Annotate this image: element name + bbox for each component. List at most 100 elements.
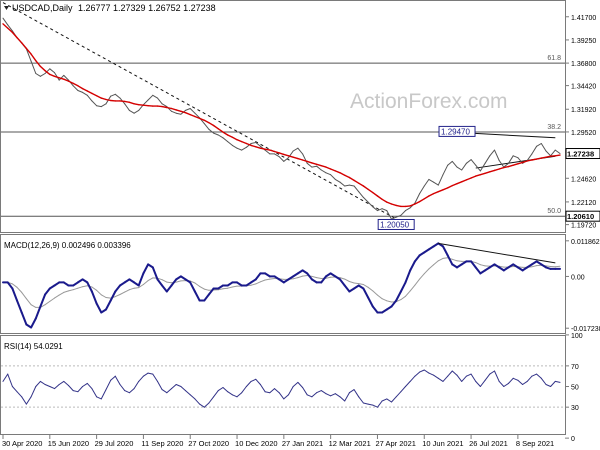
- rsi-line-segment: [142, 372, 149, 377]
- x-axis: 30 Apr 2020 15 Jun 2020 29 Jul 2020 11 Sep …: [2, 435, 554, 448]
- macd-signal-line-segment: [82, 285, 88, 288]
- rsi-line-segment: [344, 392, 350, 402]
- chart-header: USDCAD,Daily 1.26777 1.27329 1.26752 1.2…: [4, 3, 216, 13]
- sma-line-segment: [184, 111, 191, 116]
- macd-signal-line-segment: [386, 300, 392, 303]
- price-line-segment: [250, 142, 257, 144]
- price-line-segment: [278, 156, 285, 162]
- price-line-segment: [124, 103, 130, 111]
- macd-signal-line-segment: [367, 286, 374, 292]
- sma-line-segment: [386, 201, 393, 205]
- macd-line-segment: [95, 302, 103, 314]
- price-line-segment: [274, 153, 280, 158]
- sma-line-segment: [432, 190, 439, 195]
- sma-line-segment: [325, 166, 332, 170]
- rsi-line-segment: [489, 370, 495, 375]
- rsi-line-segment: [255, 378, 261, 385]
- price-line-segment: [49, 68, 55, 74]
- collapse-triangle-icon[interactable]: [4, 6, 9, 10]
- sma-line-segment: [123, 100, 131, 104]
- price-annotation-text: 1.29470: [441, 127, 470, 136]
- rsi-line-segment: [522, 380, 528, 385]
- rsi-line-segment: [320, 390, 327, 395]
- rsi-line-segment: [484, 373, 491, 381]
- sma-line-segment: [526, 159, 533, 162]
- rsi-line-segment: [517, 379, 524, 385]
- sma-line-segment: [461, 179, 468, 183]
- price-line-segment: [82, 91, 88, 96]
- macd-signal-line-segment: [222, 287, 229, 290]
- sma-line-segment: [11, 31, 18, 39]
- price-line-segment: [489, 149, 495, 157]
- price-line-segment: [283, 157, 289, 162]
- price-line-segment: [292, 147, 299, 152]
- sma-line-segment: [358, 182, 365, 187]
- level-price-box: [565, 210, 600, 222]
- rsi-line-segment: [479, 379, 486, 387]
- sma-line-segment: [212, 124, 220, 130]
- sma-line-segment: [35, 60, 42, 68]
- price-y-tick-label: 1.29520: [571, 130, 596, 137]
- rsi-line-segment: [166, 388, 172, 394]
- macd-signal-line-segment: [362, 284, 369, 288]
- macd-signal-line-segment: [189, 280, 196, 284]
- sma-line-segment: [390, 203, 397, 207]
- sma-line-segment: [133, 103, 140, 106]
- rsi-line-segment: [217, 387, 224, 392]
- rsi-line-segment: [114, 375, 121, 385]
- macd-y-tick-label: -0.017238: [571, 326, 600, 333]
- macd-line-segment: [390, 299, 398, 308]
- rsi-line-segment: [386, 398, 392, 403]
- price-line-segment: [236, 147, 243, 151]
- price-line-segment: [512, 155, 519, 159]
- sma-line-segment: [442, 187, 449, 191]
- sma-line-segment: [198, 117, 206, 122]
- price-trendline: [2, 2, 402, 222]
- rsi-line-segment: [110, 375, 116, 381]
- macd-signal-line-segment: [231, 285, 238, 288]
- x-tick-label: 27 Apr 2021: [375, 439, 415, 448]
- rsi-line-segment: [306, 394, 313, 398]
- rsi-line-segment: [302, 387, 308, 396]
- macd-signal-line-segment: [264, 278, 271, 281]
- price-line-segment: [339, 181, 346, 187]
- macd-line-segment: [362, 287, 370, 299]
- macd-line-segment: [470, 260, 477, 269]
- price-line-segment: [377, 208, 383, 212]
- rsi-line-segment: [372, 404, 378, 408]
- price-line-segment: [100, 103, 107, 108]
- price-line-segment: [508, 155, 514, 164]
- macd-y-axis: 0.011862 0.00 -0.017238: [565, 239, 600, 333]
- rsi-line-segment: [39, 380, 46, 385]
- rsi-line-segment: [236, 392, 243, 398]
- price-line-segment: [110, 93, 116, 97]
- macd-signal-line-segment: [16, 286, 23, 293]
- price-line-segment: [72, 85, 79, 91]
- price-line-segment: [213, 132, 219, 136]
- rsi-line-segment: [288, 386, 294, 396]
- rsi-line-segment: [362, 402, 369, 405]
- macd-line-segment: [413, 254, 421, 263]
- macd-signal-line-segment: [414, 278, 421, 286]
- rsi-line-segment: [554, 380, 561, 383]
- rsi-line-segment: [161, 389, 168, 394]
- rsi-line-segment: [377, 400, 383, 408]
- price-line-segment: [194, 112, 201, 119]
- rsi-line-segment: [414, 371, 421, 377]
- x-tick-label: 30 Apr 2020: [2, 439, 42, 448]
- macd-signal-line-segment: [353, 282, 360, 285]
- rsi-y-tick-label: 100: [571, 333, 583, 340]
- sma-line-segment: [217, 128, 224, 133]
- sma-line-segment: [414, 200, 421, 205]
- sma-line-segment: [554, 154, 561, 157]
- price-series: [2, 17, 561, 220]
- rsi-line-segment: [358, 396, 364, 404]
- sma-line-segment: [315, 163, 322, 167]
- sma-line-segment: [465, 177, 472, 181]
- sma-line-segment: [119, 100, 126, 103]
- sma-line-segment: [283, 153, 290, 157]
- sma-line-segment: [376, 195, 383, 201]
- price-line-segment: [540, 143, 547, 152]
- macd-signal-line-segment: [372, 290, 378, 296]
